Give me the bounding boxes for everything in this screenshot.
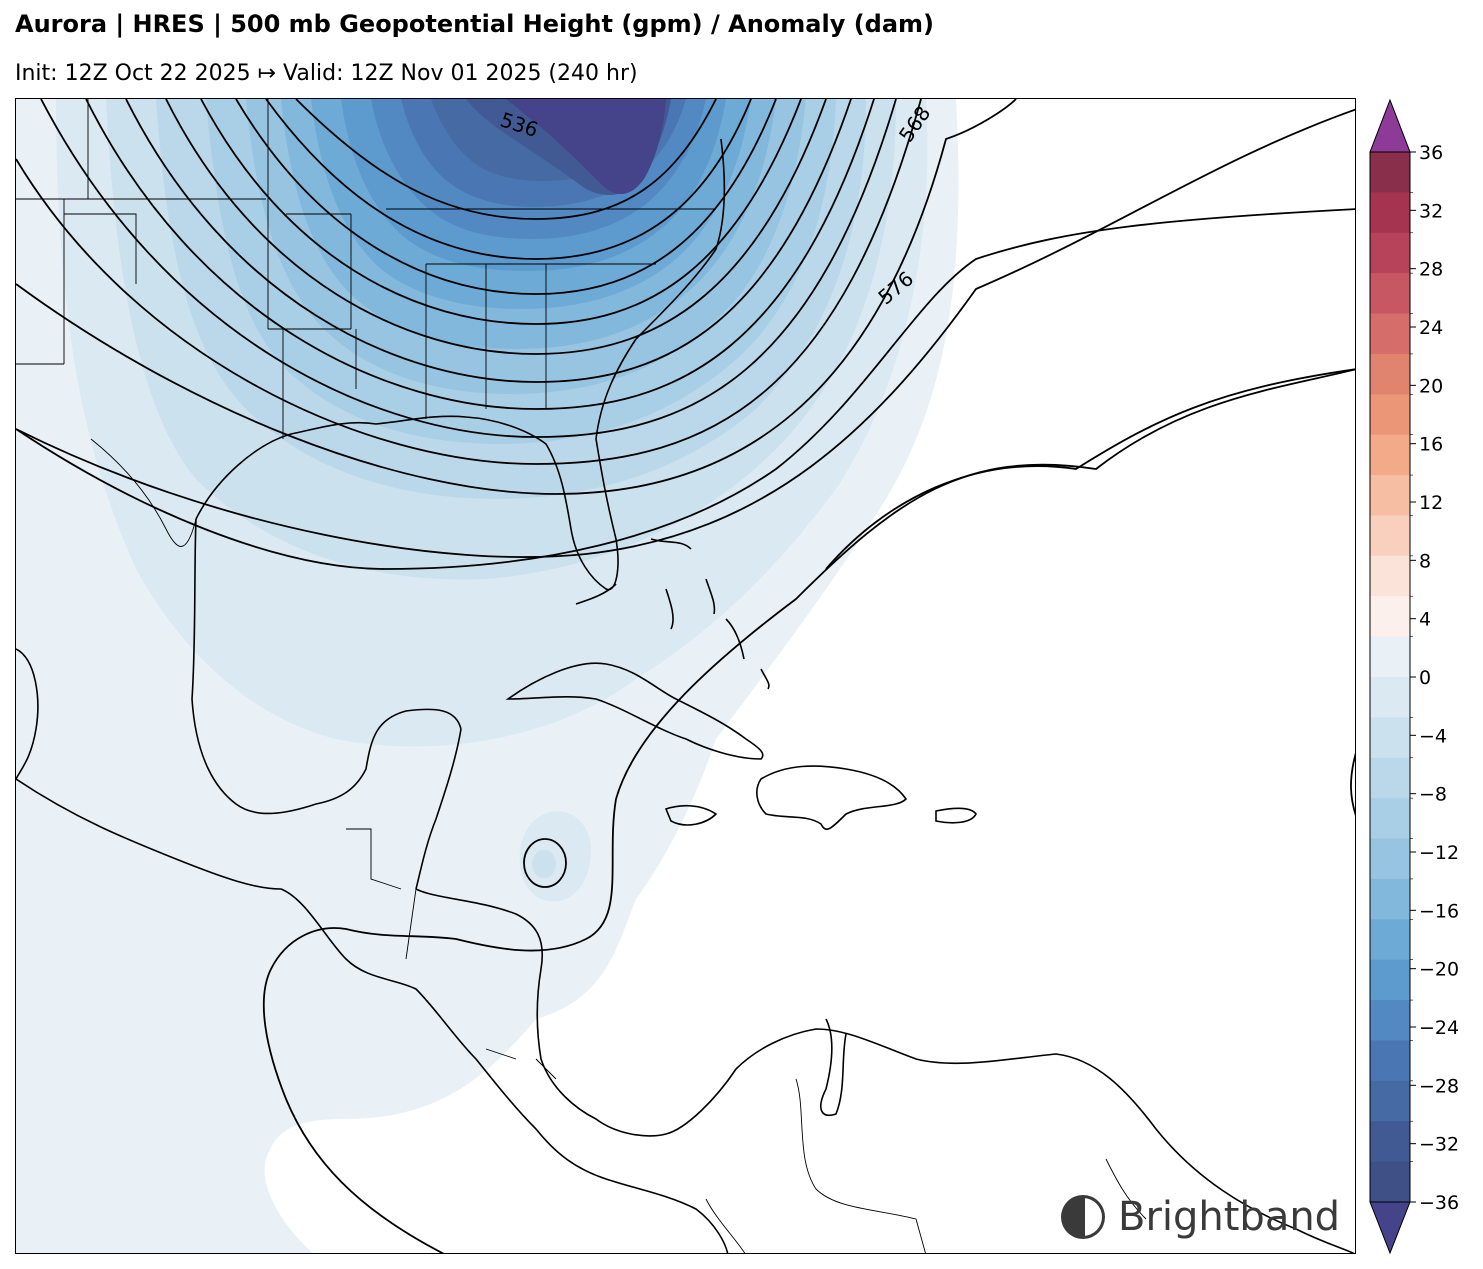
colorbar-tick-label: −12 (1419, 842, 1459, 864)
colorbar-tick-label: −4 (1419, 725, 1447, 747)
height-contour-east (1350, 752, 1355, 816)
colorbar-swatch (1370, 1161, 1410, 1203)
colorbar-swatch (1370, 636, 1410, 678)
height-contour-576 (825, 368, 1355, 570)
coastline-bahamas (650, 538, 770, 690)
brightband-logo: Brightband (1060, 1190, 1340, 1244)
colorbar-swatch (1370, 353, 1410, 395)
coastline-west-mexico (16, 648, 39, 780)
height-contour-loop (262, 798, 617, 1253)
colorbar-swatch (1370, 798, 1410, 840)
coastline-jamaica (664, 804, 718, 826)
colorbar-tick-label: 12 (1419, 492, 1443, 514)
colorbar-swatch (1370, 919, 1410, 961)
colorbar-swatch (1370, 232, 1410, 274)
anomaly-fill-carib-core (532, 850, 556, 878)
colorbar-tick-label: 32 (1419, 200, 1443, 222)
coastline-pacific (16, 778, 729, 1253)
chart-title: Aurora | HRES | 500 mb Geopotential Heig… (15, 10, 935, 38)
colorbar-swatch (1370, 475, 1410, 517)
colorbar-swatch (1370, 1121, 1410, 1163)
coastline-cuba (505, 662, 764, 760)
height-contour (16, 208, 1355, 570)
anomaly-fill-carib (519, 810, 591, 902)
coastline-venezuela (820, 1018, 847, 1116)
coastline-florida-keys (575, 583, 617, 605)
colorbar-swatch (1370, 677, 1410, 718)
colorbar-swatch (1370, 152, 1410, 193)
colorbar-swatch (1370, 313, 1410, 355)
colorbar-tick-label: −8 (1419, 784, 1447, 806)
border-south-america (795, 1078, 926, 1253)
anomaly-shading (16, 99, 959, 1253)
colorbar-swatch (1370, 555, 1410, 597)
height-contour (16, 99, 922, 465)
height-contour (125, 99, 852, 383)
height-contour-low (523, 838, 567, 888)
coastline-mexico-gulf (191, 518, 462, 815)
colorbar-swatch (1370, 1080, 1410, 1122)
colorbar-extend-min (1369, 1201, 1411, 1255)
colorbar-tick-label: −32 (1419, 1134, 1459, 1156)
colorbar-tick-label: 36 (1419, 142, 1443, 164)
height-contour (165, 99, 827, 355)
colorbar: 36 32 28 24 20 16 12 8 4 0 −4 −8 −12 −16 −20 −24 −28 −32 −… (1368, 98, 1483, 1258)
coastline-puerto-rico (935, 807, 977, 824)
height-contour (85, 99, 875, 410)
colorbar-extend-max (1369, 98, 1411, 153)
coastlines (16, 138, 1355, 1253)
colorbar-swatch (1370, 273, 1410, 315)
colorbar-tick-label: 16 (1419, 434, 1443, 456)
colorbar-swatch (1370, 394, 1410, 436)
colorbar-tick-label: 28 (1419, 259, 1443, 281)
colorbar-tick-label: −20 (1419, 959, 1459, 981)
colorbar-swatch (1370, 838, 1410, 880)
anomaly-fill-56 (506, 99, 666, 195)
colorbar-tick-label: −28 (1419, 1075, 1459, 1097)
chart-subtitle: Init: 12Z Oct 22 2025 ↦ Valid: 12Z Nov 0… (15, 61, 638, 86)
colorbar-swatch (1370, 717, 1410, 759)
colorbar-tick-label: −24 (1419, 1017, 1459, 1039)
colorbar-swatch (1370, 959, 1410, 1001)
colorbar-tick-label: 20 (1419, 375, 1443, 397)
border-line (16, 99, 716, 439)
height-contour (295, 99, 717, 220)
border-guyana (1105, 1158, 1147, 1220)
coastline-central-america-caribbean (415, 888, 1355, 1253)
colorbar-tick-label: −16 (1419, 900, 1459, 922)
height-contour (16, 99, 1017, 495)
colorbar-tick-label: 0 (1419, 667, 1431, 689)
colorbar-tick-label: 4 (1419, 609, 1431, 631)
brightband-logo-icon (1061, 1195, 1105, 1239)
coastline-us-gulf (195, 138, 726, 591)
colorbar-swatch (1370, 1040, 1410, 1082)
border-mexico-us (90, 438, 197, 547)
map-panel: 536 568 576 (15, 98, 1356, 1254)
border-central-america (346, 828, 557, 1080)
colorbar-swatch (1370, 757, 1410, 799)
colorbar-swatch (1370, 192, 1410, 234)
height-contour (16, 108, 1355, 558)
height-contour-584 (615, 368, 1355, 800)
coastline-yucatan (415, 728, 462, 890)
colorbar-swatch (1370, 878, 1410, 920)
border-colombia (705, 1198, 746, 1253)
colorbar-tick-label: −36 (1419, 1192, 1459, 1214)
colorbar-swatch (1370, 1000, 1410, 1042)
coastline-hispaniola (756, 765, 908, 830)
brightband-logo-text: Brightband (1118, 1194, 1341, 1240)
colorbar-swatch (1370, 434, 1410, 476)
height-contours (16, 99, 1355, 1253)
colorbar-tick-label: 8 (1419, 550, 1431, 572)
state-borders (16, 99, 1147, 1253)
height-contour (265, 99, 752, 260)
colorbar-tick-label: 24 (1419, 317, 1443, 339)
colorbar-swatch (1370, 596, 1410, 638)
colorbar-swatch (1370, 515, 1410, 557)
height-contour (200, 99, 802, 325)
